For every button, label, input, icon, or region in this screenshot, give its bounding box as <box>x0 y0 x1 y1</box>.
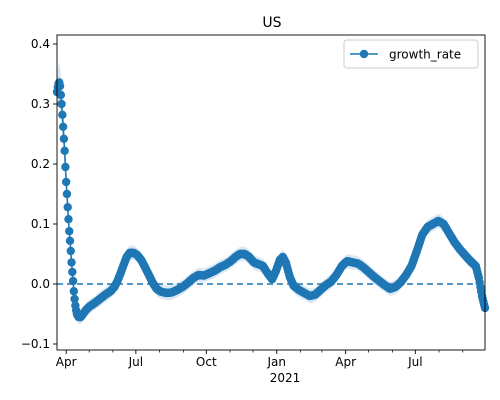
data-point <box>61 162 70 172</box>
y-tick-label: 0.1 <box>31 217 50 231</box>
confidence-band-area <box>57 63 485 325</box>
y-axis: −0.1 0.0 0.1 0.2 0.3 0.4 <box>21 37 57 351</box>
x-tick-label: Jan <box>266 355 286 369</box>
legend-point-marker <box>359 49 369 59</box>
x-tick-label: Jul <box>128 355 143 369</box>
y-tick-label: 0.0 <box>31 277 50 291</box>
confidence-band <box>57 63 485 325</box>
data-point <box>58 122 68 131</box>
data-point <box>65 227 74 236</box>
y-tick-label: 0.4 <box>31 37 50 51</box>
data-point <box>61 177 71 187</box>
x-tick-label: Jul <box>407 355 422 369</box>
x-tick-label: Apr <box>56 355 77 369</box>
series-growth-rate <box>52 78 490 322</box>
legend: growth_rate <box>343 39 479 69</box>
data-point <box>56 90 66 100</box>
y-tick-label: 0.3 <box>31 97 50 111</box>
data-point <box>58 110 67 120</box>
chart-title: US <box>262 15 281 31</box>
data-point <box>66 246 75 256</box>
data-point <box>60 146 69 155</box>
x-tick-label: Oct <box>196 355 217 369</box>
axes-frame <box>56 34 486 351</box>
data-point <box>64 215 73 224</box>
x-year-label: 2021 <box>270 371 301 385</box>
data-point <box>69 287 79 296</box>
data-point <box>65 236 75 245</box>
y-tick-label: 0.2 <box>31 157 50 171</box>
y-tick-label: −0.1 <box>21 337 50 351</box>
data-point <box>55 81 65 91</box>
legend-box <box>343 39 479 69</box>
data-point <box>67 258 76 267</box>
data-point <box>59 134 69 143</box>
x-tick-label: Apr <box>335 355 356 369</box>
plot-area <box>52 63 490 325</box>
data-point <box>68 276 78 286</box>
x-axis: 2021 Apr Jul Oct Jan Apr Jul <box>56 350 464 385</box>
data-point <box>57 99 66 109</box>
legend-label-growth-rate: growth_rate <box>389 48 461 62</box>
data-point <box>62 189 72 199</box>
data-point <box>70 294 79 304</box>
data-point <box>68 267 77 277</box>
data-point <box>63 203 72 212</box>
